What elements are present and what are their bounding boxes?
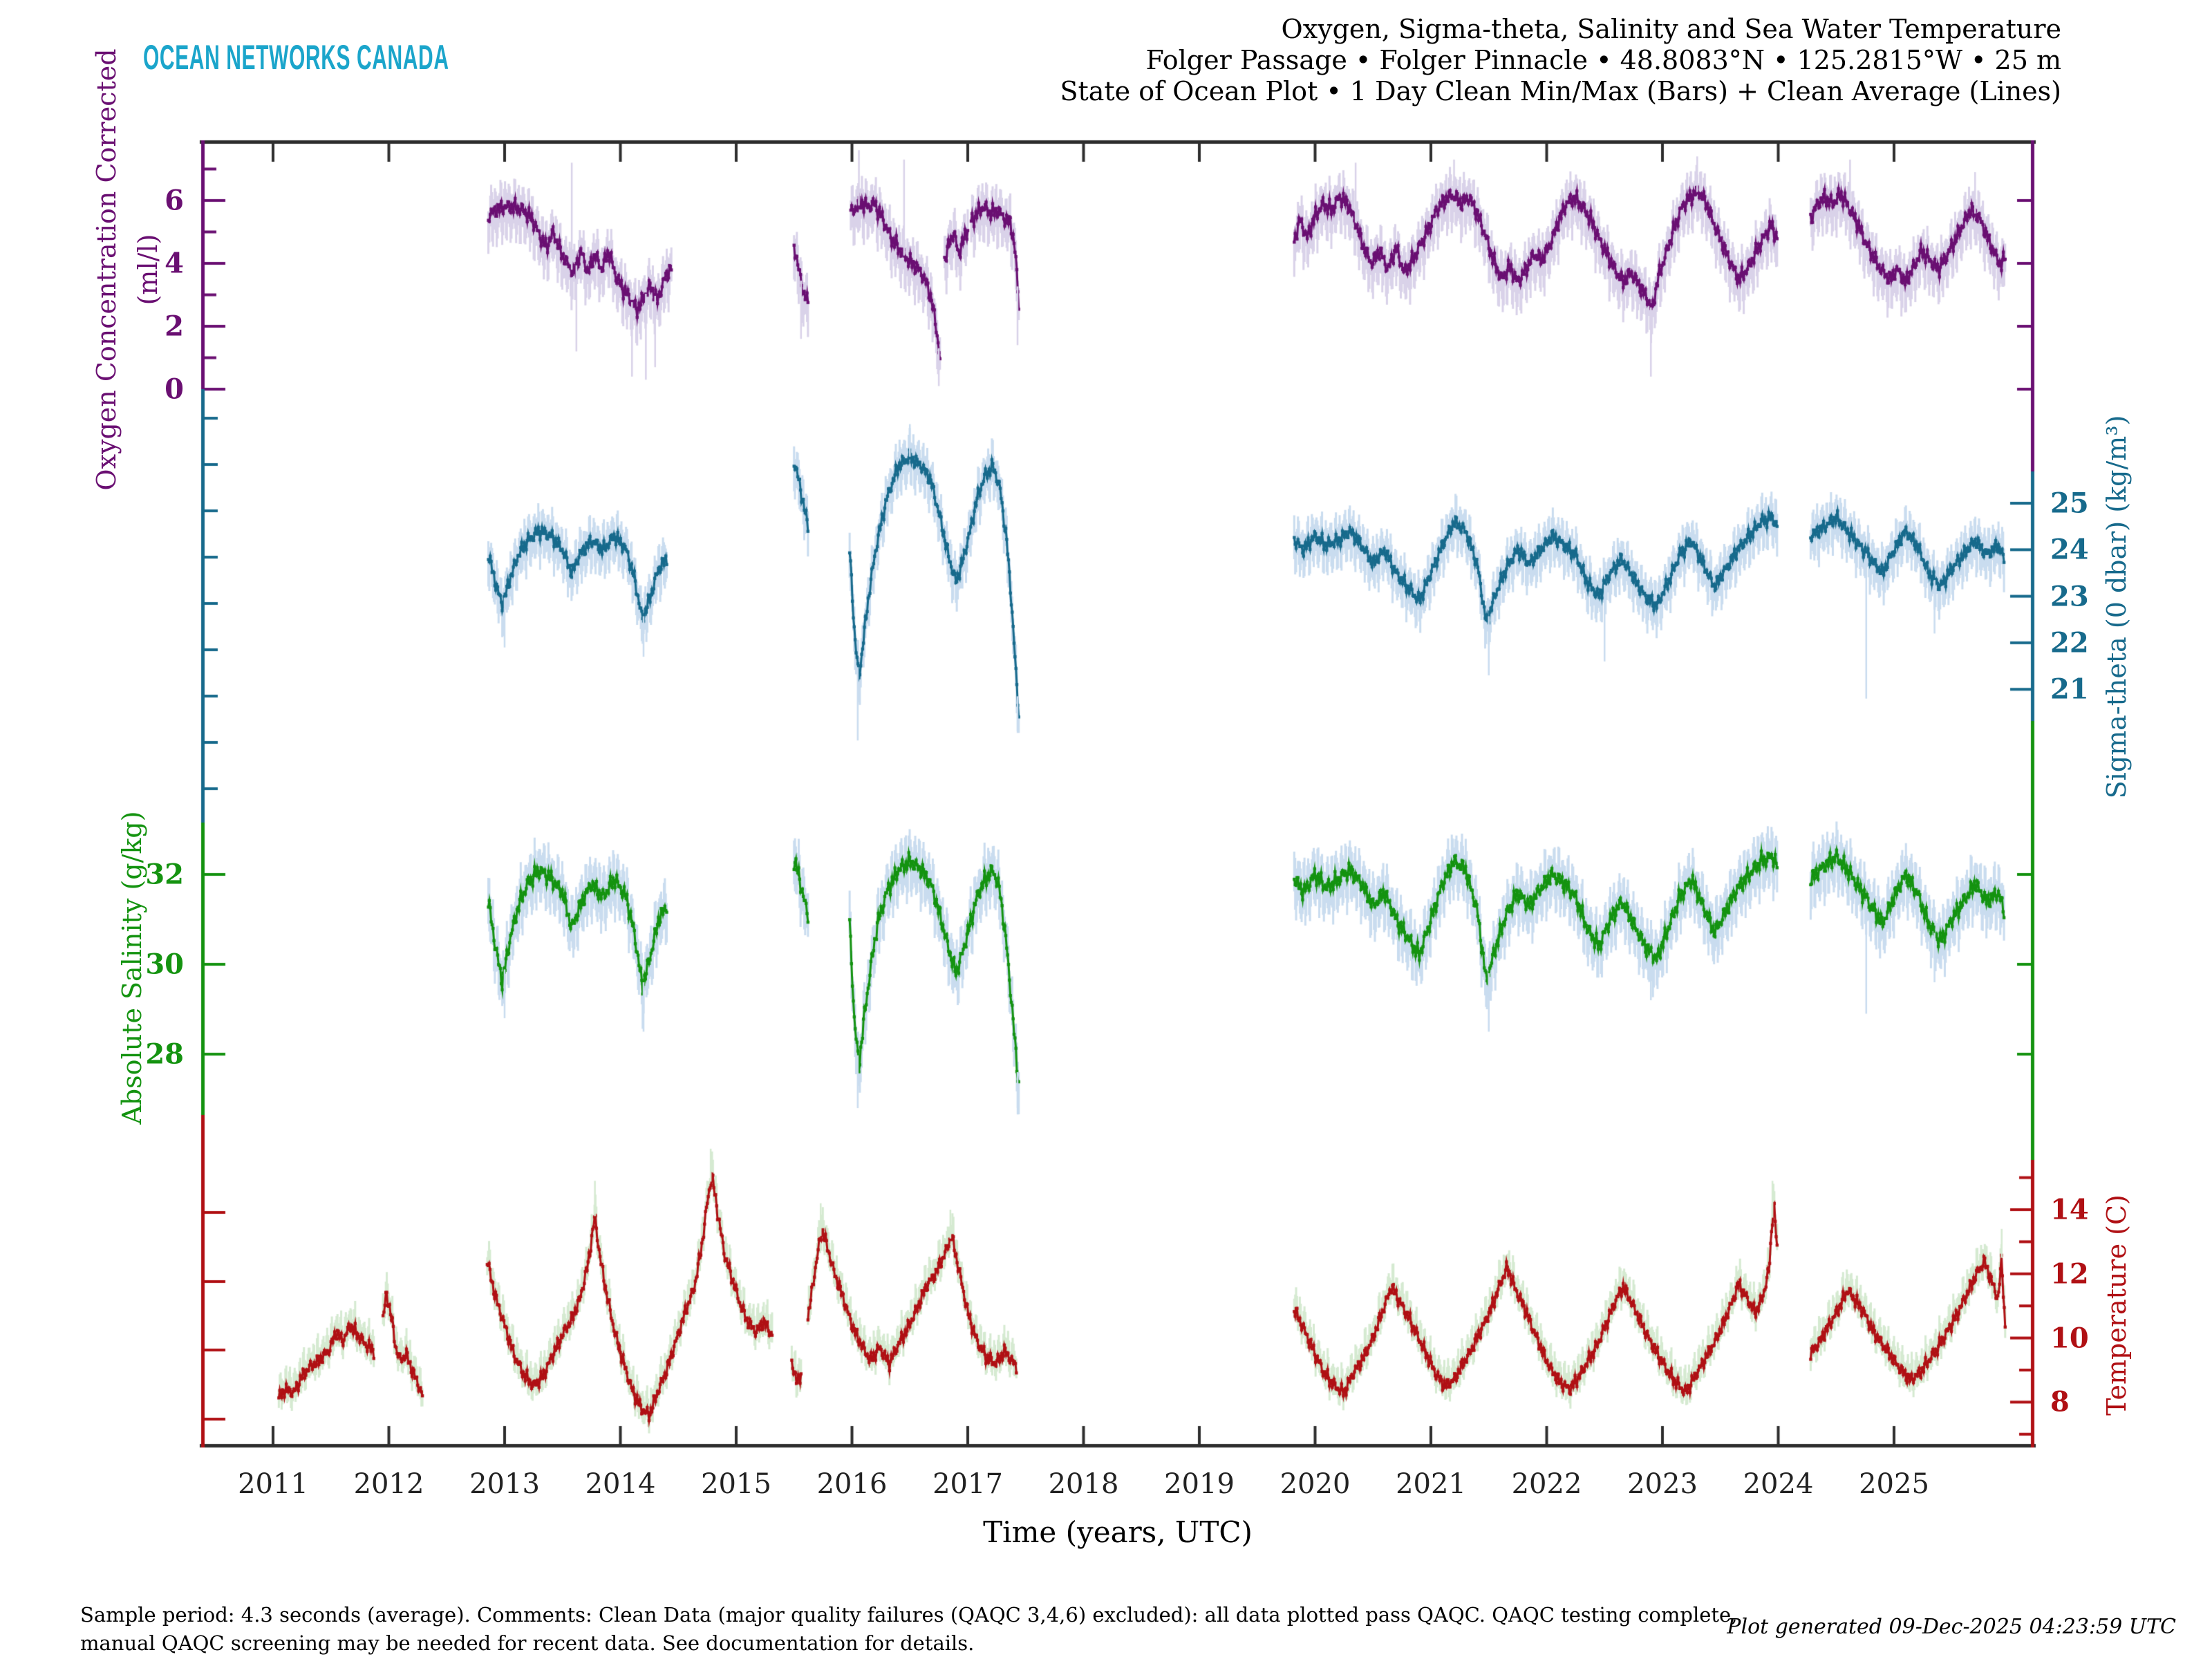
plot-title-line1: Oxygen, Sigma-theta, Salinity and Sea Wa… — [1281, 14, 2061, 44]
plot-title-line3: State of Ocean Plot • 1 Day Clean Min/Ma… — [1060, 76, 2061, 106]
tick-label-year-2017: 2017 — [932, 1468, 1003, 1500]
tick-label-year-2018: 2018 — [1048, 1468, 1119, 1500]
tick-label-oxygen-2: 2 — [165, 310, 184, 343]
tick-label-year-2023: 2023 — [1627, 1468, 1698, 1500]
tick-label-year-2021: 2021 — [1396, 1468, 1466, 1500]
plot-title-block: Oxygen, Sigma-theta, Salinity and Sea Wa… — [1060, 14, 2061, 107]
tick-label-sigma-24: 24 — [2050, 533, 2089, 566]
tick-label-year-2011: 2011 — [238, 1468, 308, 1500]
y-axis-title-oxygen: Oxygen Concentration Corrected (ml/l) — [86, 48, 169, 490]
tick-label-year-2022: 2022 — [1511, 1468, 1582, 1500]
tick-label-year-2013: 2013 — [469, 1468, 540, 1500]
tick-label-year-2024: 2024 — [1743, 1468, 1814, 1500]
onc-logo: OCEAN NETWORKS CANADA — [143, 38, 449, 77]
y-axis-title-sigma-theta: Sigma-theta (0 dbar) (kg/m³) — [2101, 415, 2132, 799]
footer-line1: Sample period: 4.3 seconds (average). Co… — [80, 1603, 1738, 1627]
tick-label-temperature-8: 8 — [2050, 1385, 2070, 1418]
tick-label-year-2015: 2015 — [701, 1468, 771, 1500]
y-axis-title-oxygen-line1: Oxygen Concentration Corrected — [91, 48, 122, 491]
tick-label-temperature-12: 12 — [2050, 1257, 2089, 1291]
tick-label-year-2016: 2016 — [816, 1468, 888, 1500]
tick-label-sigma-25: 25 — [2050, 487, 2089, 520]
y-axis-title-oxygen-line2: (ml/l) — [133, 234, 163, 306]
tick-label-year-2025: 2025 — [1859, 1468, 1929, 1500]
tick-label-year-2014: 2014 — [585, 1468, 656, 1500]
tick-label-sigma-23: 23 — [2050, 580, 2089, 613]
tick-label-year-2012: 2012 — [353, 1468, 424, 1500]
footer-comments: Sample period: 4.3 seconds (average). Co… — [80, 1601, 1737, 1658]
footer-line2: manual QAQC screening may be needed for … — [80, 1631, 975, 1655]
tick-label-salinity-28: 28 — [145, 1038, 184, 1071]
tick-label-oxygen-6: 6 — [165, 184, 184, 217]
y-axis-title-temperature: Temperature (C) — [2101, 1194, 2132, 1416]
plot-generated-timestamp: Plot generated 09-Dec-2025 04:23:59 UTC — [1727, 1615, 2176, 1639]
tick-label-oxygen-0: 0 — [165, 373, 184, 406]
tick-label-year-2019: 2019 — [1164, 1468, 1235, 1500]
tick-label-sigma-22: 22 — [2050, 626, 2089, 659]
plot-title-line2: Folger Passage • Folger Pinnacle • 48.80… — [1145, 45, 2061, 75]
tick-label-oxygen-4: 4 — [165, 247, 184, 280]
x-axis-title: Time (years, UTC) — [983, 1515, 1253, 1549]
tick-label-temperature-14: 14 — [2050, 1193, 2089, 1226]
tick-label-sigma-21: 21 — [2050, 673, 2089, 706]
tick-label-salinity-32: 32 — [145, 858, 184, 891]
tick-label-year-2020: 2020 — [1280, 1468, 1351, 1500]
tick-label-temperature-10: 10 — [2050, 1322, 2089, 1355]
tick-label-salinity-30: 30 — [145, 948, 184, 981]
